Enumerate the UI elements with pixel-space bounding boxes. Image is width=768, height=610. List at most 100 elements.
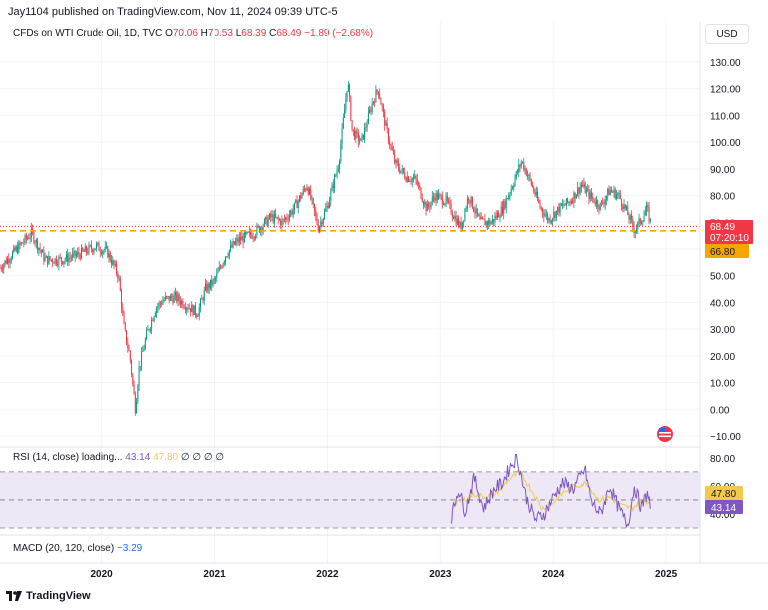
candle-body: [181, 300, 183, 305]
candle-body: [386, 122, 388, 130]
candle-body: [260, 227, 262, 232]
candle-body: [251, 234, 253, 239]
candle-body: [384, 111, 386, 126]
high-value: 70.53: [207, 28, 233, 39]
candle-body: [327, 205, 329, 208]
candle-body: [471, 196, 473, 209]
y-tick-label: 110.00: [710, 111, 740, 122]
candle-body: [533, 187, 535, 192]
candle-body: [547, 213, 549, 221]
candle-body: [276, 217, 278, 218]
candle-body: [278, 219, 280, 221]
candle-body: [584, 183, 586, 194]
candle-body: [332, 184, 334, 189]
candle-body: [147, 329, 149, 331]
candle-body: [236, 238, 238, 242]
price-tags: 68.49 07:20:10 66.80 47.80 43.14: [705, 220, 753, 514]
candle-body: [75, 254, 77, 257]
candle-body: [322, 218, 324, 225]
x-tick-label: 2021: [203, 569, 226, 580]
candle-body: [549, 218, 551, 223]
candle-body: [352, 129, 354, 131]
candle-body: [367, 112, 369, 124]
candle-body: [277, 217, 279, 220]
support-line: [0, 225, 700, 232]
candle-body: [456, 218, 458, 225]
candle-body: [453, 216, 455, 219]
candle-body: [474, 211, 476, 213]
candle-body: [565, 198, 567, 206]
candle-body: [608, 188, 610, 196]
candle-body: [307, 187, 309, 195]
x-tick-label: 2024: [542, 569, 565, 580]
candle-body: [365, 127, 367, 129]
candles: [0, 80, 651, 416]
candle-body: [292, 209, 294, 215]
candle-body: [345, 98, 347, 110]
candle-body: [157, 306, 159, 308]
candle-body: [164, 296, 166, 300]
candle-body: [52, 259, 54, 263]
candle-body: [349, 84, 351, 97]
candle-body: [438, 194, 440, 200]
candle-body: [485, 221, 487, 226]
candle-body: [301, 194, 303, 199]
candle-body: [344, 109, 346, 118]
y-tick-label: 50.00: [710, 272, 735, 283]
candle-body: [163, 299, 165, 302]
candle-body: [291, 210, 293, 215]
candle-body: [197, 316, 199, 318]
candle-body: [221, 267, 223, 268]
candle-body: [308, 189, 310, 195]
candle-body: [394, 154, 396, 164]
candle-body: [514, 178, 516, 186]
candle-body: [174, 292, 176, 296]
candle-body: [582, 185, 584, 187]
candle-body: [131, 360, 133, 375]
candle-body: [223, 261, 225, 264]
high-label: H: [200, 28, 208, 39]
candle-body: [198, 307, 200, 317]
candle-body: [391, 145, 393, 151]
candle-body: [78, 252, 80, 255]
candle-body: [193, 305, 195, 315]
candle-body: [647, 205, 649, 208]
candle-body: [270, 213, 272, 218]
rsi-band: [0, 471, 700, 529]
candle-body: [50, 259, 52, 261]
candle-body: [506, 198, 508, 200]
candle-body: [266, 216, 268, 226]
candle-body: [605, 196, 607, 200]
candle-body: [564, 205, 566, 206]
candle-body: [488, 220, 490, 225]
rsi-tick-label: 40.00: [710, 510, 735, 521]
candle-body: [90, 245, 92, 250]
candle-body: [558, 206, 560, 214]
candle-body: [574, 192, 576, 199]
candle-body: [25, 235, 27, 239]
candle-body: [44, 257, 46, 261]
close-label: C: [269, 28, 277, 39]
candle-body: [217, 270, 219, 274]
candle-body: [191, 305, 193, 312]
candle-body: [513, 185, 515, 188]
candle-body: [570, 201, 572, 204]
candle-body: [374, 101, 376, 103]
candle-body: [151, 319, 153, 329]
candle-body: [104, 246, 106, 251]
currency-button[interactable]: USD: [705, 24, 749, 44]
candle-body: [544, 214, 546, 217]
candle-body: [68, 257, 70, 262]
candle-body: [15, 246, 17, 251]
candle-body: [154, 313, 156, 317]
candle-body: [535, 192, 537, 196]
candle-body: [481, 217, 483, 219]
candle-body: [491, 218, 493, 223]
last-price-text: 68.49: [710, 222, 735, 233]
candle-body: [45, 256, 47, 258]
candle-body: [609, 190, 611, 196]
candle-body: [186, 308, 188, 310]
candle-body: [329, 200, 331, 208]
candle-body: [49, 256, 51, 260]
candle-body: [228, 250, 230, 257]
